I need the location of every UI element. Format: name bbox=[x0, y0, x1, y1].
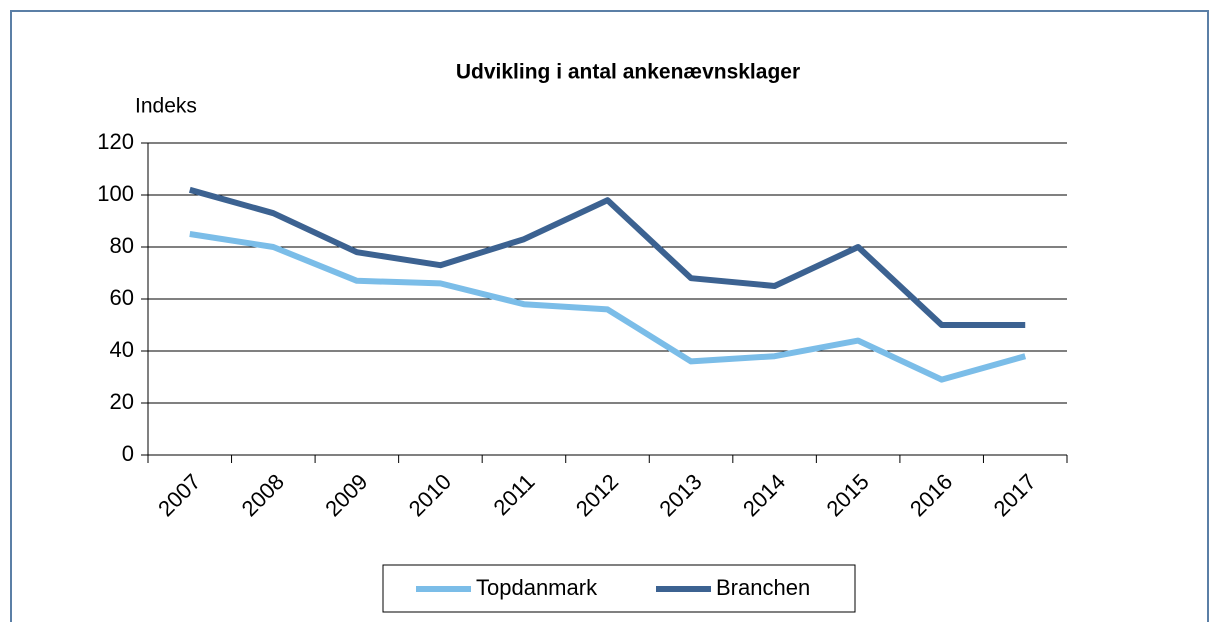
legend-label: Topdanmark bbox=[476, 575, 598, 600]
x-tick-label: 2017 bbox=[989, 469, 1041, 521]
y-tick-label: 0 bbox=[122, 441, 134, 466]
y-tick-label: 40 bbox=[110, 337, 134, 362]
line-series bbox=[188, 186, 1026, 328]
y-tick-label: 20 bbox=[110, 389, 134, 414]
x-tick-label: 2014 bbox=[738, 469, 790, 521]
x-tick-label: 2016 bbox=[905, 469, 957, 521]
x-tick-label: 2007 bbox=[153, 469, 205, 521]
frame bbox=[10, 10, 1209, 622]
x-tick-label: 2008 bbox=[237, 469, 289, 521]
x-tick-label: 2009 bbox=[320, 469, 372, 521]
y-tick-label: 60 bbox=[110, 285, 134, 310]
x-tick-label: 2011 bbox=[488, 469, 539, 520]
x-tick-label: 2013 bbox=[654, 469, 706, 521]
line-series bbox=[189, 231, 1027, 383]
x-tick-label: 2012 bbox=[571, 469, 623, 521]
y-tick-label: 120 bbox=[97, 129, 134, 154]
y-tick-label: 100 bbox=[97, 181, 134, 206]
y-tick-label: 80 bbox=[110, 233, 134, 258]
chart-title: Udvikling i antal ankenævnsklager bbox=[456, 61, 800, 84]
legend-label: Branchen bbox=[716, 575, 810, 600]
y-axis-label: Indeks bbox=[135, 95, 197, 118]
x-tick-label: 2015 bbox=[821, 469, 873, 521]
x-tick-label: 2010 bbox=[404, 469, 456, 521]
